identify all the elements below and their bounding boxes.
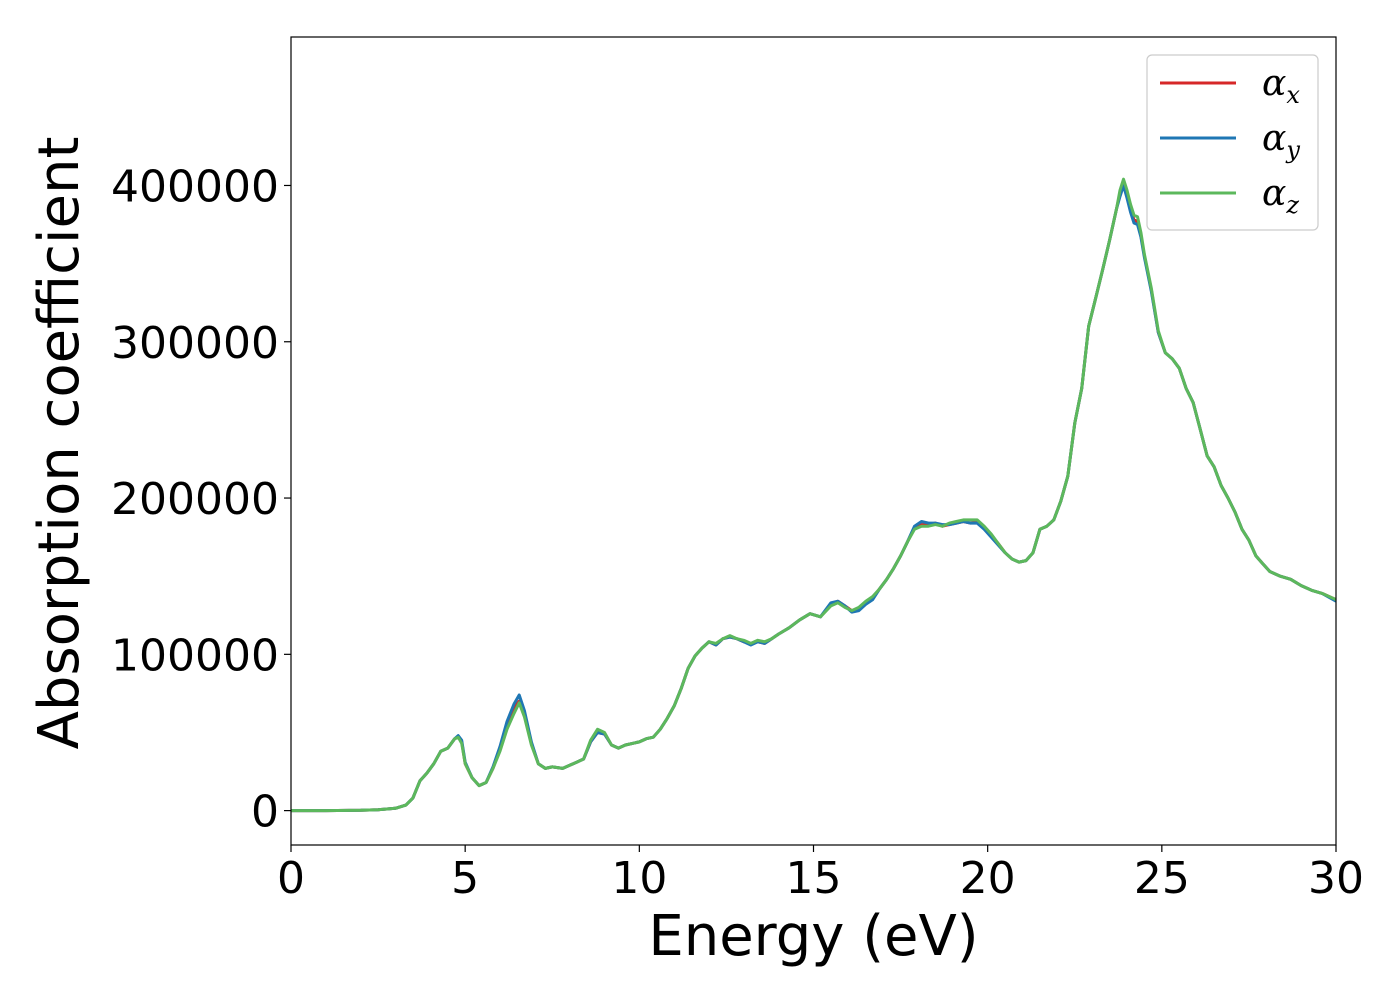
x-tick-label: 20: [960, 853, 1016, 904]
x-tick-label: 0: [277, 853, 305, 904]
series-line-z: [291, 177, 1337, 813]
y-tick-label: 400000: [111, 161, 279, 212]
y-axis-ticks: 0 100000 200000 300000 400000: [111, 161, 291, 838]
y-tick-label: 0: [251, 787, 279, 838]
series-line-y: [291, 184, 1337, 813]
legend-box: [1146, 54, 1319, 231]
x-axis-ticks: 0 5 10 15 20 25 30: [277, 845, 1364, 904]
x-tick-label: 15: [786, 853, 842, 904]
x-tick-label: 30: [1308, 853, 1364, 904]
legend-label-z: αz: [1262, 173, 1299, 219]
x-tick-label: 25: [1134, 853, 1190, 904]
x-tick-label: 5: [451, 853, 479, 904]
y-axis-title: Absorption coefficient: [27, 137, 92, 750]
series-line-x: [291, 180, 1337, 813]
legend-label-x: αx: [1262, 63, 1300, 109]
x-axis-title: Energy (eV): [648, 904, 978, 969]
x-tick-label: 10: [611, 853, 667, 904]
legend-label-y: αy: [1262, 118, 1300, 164]
y-tick-label: 100000: [111, 630, 279, 681]
series-layer: [291, 177, 1337, 813]
legend: αx αy αz: [1146, 54, 1319, 231]
y-tick-label: 200000: [111, 474, 279, 525]
y-tick-label: 300000: [111, 318, 279, 369]
